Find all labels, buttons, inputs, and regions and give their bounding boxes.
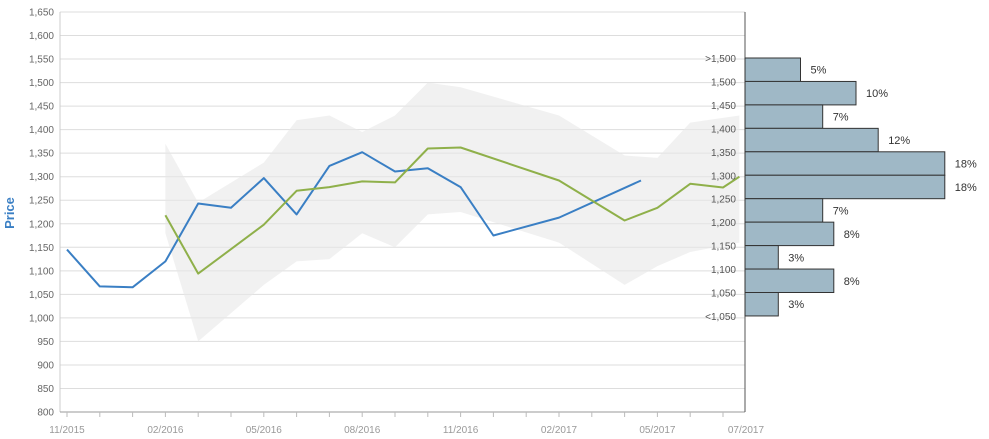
histogram-bin-label: <1,050 (705, 312, 736, 323)
y-tick-label: 900 (37, 360, 54, 371)
histogram-percent-label: 12% (888, 135, 910, 147)
histogram-bar (744, 198, 824, 223)
price-series (66, 146, 740, 289)
x-tick-label: 05/2017 (639, 425, 676, 436)
histogram-bar (744, 221, 835, 247)
y-tick-label: 800 (37, 408, 54, 419)
y-tick-label: 1,000 (29, 313, 54, 324)
histogram-percent-label: 8% (844, 229, 860, 241)
x-tick-label: 11/2015 (49, 425, 85, 436)
histogram-percent-label: 10% (866, 88, 888, 100)
histogram-percent-label: 3% (788, 252, 804, 264)
forecast-range-band (165, 82, 740, 342)
histogram-bar (744, 80, 857, 106)
histogram-bin-label: 1,250 (711, 195, 736, 206)
histogram-bin-label: 1,500 (711, 77, 736, 88)
histogram-bar (744, 104, 824, 129)
histogram-bin-label: >1,500 (705, 54, 736, 65)
distribution-histogram: >1,500 5% 1,500 10% 1,450 7% 1,400 12% 1,350 18% 1… (705, 54, 977, 323)
y-tick-label: 1,500 (29, 78, 54, 89)
y-tick-label: 1,450 (29, 102, 54, 113)
y-tick-label: 1,050 (29, 290, 54, 301)
histogram-bin-label: 1,300 (711, 171, 736, 182)
histogram-percent-label: 5% (811, 65, 827, 77)
x-tick-label: 11/2016 (443, 425, 479, 436)
y-tick-label: 1,550 (29, 55, 54, 66)
y-tick-label: 950 (37, 337, 54, 348)
x-tick-label: 02/2017 (541, 425, 578, 436)
y-tick-label: 1,200 (29, 219, 54, 230)
y-tick-label: 1,250 (29, 196, 54, 207)
x-tick-label: 02/2016 (147, 425, 184, 436)
histogram-bin-label: 1,100 (711, 265, 736, 276)
histogram-bar (744, 57, 801, 82)
histogram-bar (744, 292, 779, 317)
histogram-percent-label: 7% (833, 112, 849, 124)
histogram-percent-label: 18% (955, 182, 977, 194)
histogram-bin-label: 1,400 (711, 124, 736, 135)
histogram-bin-label: 1,450 (711, 101, 736, 112)
x-tick-label: 08/2016 (344, 425, 381, 436)
histogram-bar (744, 245, 779, 270)
y-tick-label: 1,300 (29, 172, 54, 183)
histogram-percent-label: 7% (833, 205, 849, 217)
x-tick-label: 07/2017 (728, 425, 765, 436)
y-tick-label: 1,100 (29, 266, 54, 277)
x-tick-label: 05/2016 (246, 425, 283, 436)
y-tick-label: 1,150 (29, 243, 54, 254)
histogram-percent-label: 3% (788, 299, 804, 311)
histogram-percent-label: 18% (955, 159, 977, 171)
forecast-band-area (165, 82, 740, 342)
histogram-bar (744, 151, 946, 176)
histogram-bin-label: 1,200 (711, 218, 736, 229)
y-axis-title: Price (2, 197, 17, 229)
price-history-line (66, 151, 642, 289)
y-tick-label: 850 (37, 384, 54, 395)
histogram-bin-label: 1,050 (711, 289, 736, 300)
histogram-bin-label: 1,350 (711, 148, 736, 159)
histogram-bar (744, 174, 946, 200)
y-tick-label: 1,650 (29, 8, 54, 19)
histogram-bar (744, 127, 879, 153)
histogram-bar (744, 268, 835, 293)
histogram-percent-label: 8% (844, 276, 860, 288)
y-tick-label: 1,600 (29, 31, 54, 42)
y-tick-label: 1,400 (29, 125, 54, 136)
y-tick-label: 1,350 (29, 149, 54, 160)
axes: 800 850 900 950 1,000 1,050 1,100 1,150 1,200 1,2… (29, 8, 764, 437)
forecast-line (164, 146, 740, 275)
histogram-bin-label: 1,150 (711, 242, 736, 253)
